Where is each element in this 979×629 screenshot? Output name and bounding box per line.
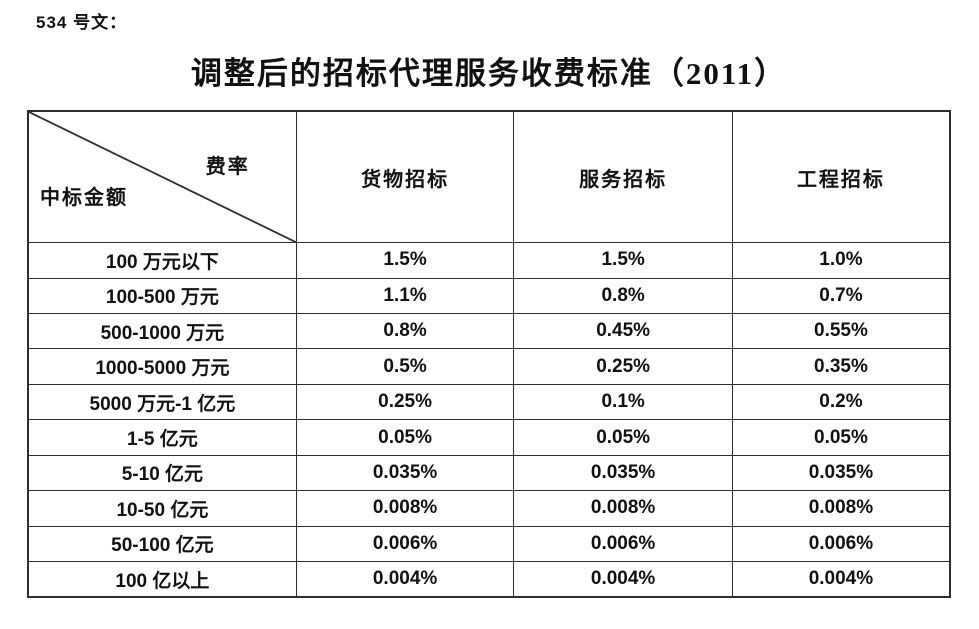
rate-cell: 0.05% [513, 419, 733, 456]
page-title: 调整后的招标代理服务收费标准（2011） [190, 56, 788, 91]
rate-cell: 0.35% [731, 348, 951, 385]
table-row: 1-5 亿元 0.05% 0.05% 0.05% [27, 419, 951, 456]
rate-cell: 0.05% [295, 419, 515, 456]
rate-cell: 0.004% [731, 561, 951, 598]
rate-cell: 0.006% [731, 525, 951, 563]
rate-cell: 0.55% [731, 312, 951, 350]
table-row: 10-50 亿元 0.008% 0.008% 0.008% [27, 490, 951, 527]
rate-cell: 0.004% [513, 561, 733, 598]
amount-cell: 100 万元以下 [27, 242, 297, 279]
rate-cell: 0.8% [295, 312, 515, 350]
rate-cell: 0.035% [295, 454, 515, 492]
table-row: 50-100 亿元 0.006% 0.006% 0.006% [27, 525, 951, 563]
rate-cell: 0.05% [731, 419, 951, 456]
rate-cell: 0.1% [513, 383, 733, 421]
corner-label-rate: 费率 [205, 156, 250, 178]
corner-header-cell: 费率 中标金额 [27, 110, 297, 244]
rate-cell: 0.25% [295, 383, 515, 421]
rate-cell: 0.45% [513, 312, 733, 350]
column-header-goods: 货物招标 [295, 110, 515, 244]
table-row: 100-500 万元 1.1% 0.8% 0.7% [27, 277, 951, 315]
rate-cell: 1.1% [295, 277, 515, 315]
rate-cell: 0.006% [295, 525, 515, 563]
corner-label-amount: 中标金额 [40, 187, 128, 210]
amount-cell: 100 亿以上 [27, 561, 297, 598]
rate-cell: 0.008% [731, 490, 951, 527]
amount-cell: 10-50 亿元 [27, 490, 297, 527]
rate-cell: 0.7% [731, 277, 951, 315]
rate-cell: 0.008% [513, 490, 733, 527]
table-row: 1000-5000 万元 0.5% 0.25% 0.35% [27, 348, 951, 385]
rate-cell: 1.5% [513, 242, 733, 279]
table-row: 5-10 亿元 0.035% 0.035% 0.035% [27, 454, 951, 492]
amount-cell: 100-500 万元 [27, 277, 297, 315]
rate-cell: 0.2% [731, 383, 951, 421]
fee-rate-table: 费率 中标金额 货物招标 服务招标 工程招标 100 万元以下 1.5% 1.5… [27, 110, 951, 598]
rate-cell: 0.8% [513, 277, 733, 315]
rate-cell: 0.25% [513, 348, 733, 385]
column-header-services: 服务招标 [513, 110, 733, 244]
rate-cell: 0.006% [513, 525, 733, 563]
rate-cell: 0.035% [731, 454, 951, 492]
amount-cell: 5-10 亿元 [27, 454, 297, 492]
rate-cell: 0.008% [295, 490, 515, 527]
diagonal-line [29, 112, 296, 242]
amount-cell: 5000 万元-1 亿元 [27, 383, 297, 421]
rate-cell: 0.035% [513, 454, 733, 492]
amount-cell: 1-5 亿元 [27, 419, 297, 456]
table-row: 500-1000 万元 0.8% 0.45% 0.55% [27, 312, 951, 350]
column-header-works: 工程招标 [731, 110, 951, 244]
amount-cell: 1000-5000 万元 [27, 348, 297, 385]
doc-number: 534 号文： [36, 13, 128, 32]
rate-cell: 1.0% [731, 242, 951, 279]
table-row: 5000 万元-1 亿元 0.25% 0.1% 0.2% [27, 383, 951, 421]
table-row: 100 万元以下 1.5% 1.5% 1.0% [27, 242, 951, 279]
rate-cell: 0.004% [295, 561, 515, 598]
rate-cell: 1.5% [295, 242, 515, 279]
amount-cell: 50-100 亿元 [27, 525, 297, 563]
rate-cell: 0.5% [295, 348, 515, 385]
table-header-row: 费率 中标金额 货物招标 服务招标 工程招标 [27, 110, 951, 244]
table-row: 100 亿以上 0.004% 0.004% 0.004% [27, 561, 951, 598]
amount-cell: 500-1000 万元 [27, 312, 297, 350]
